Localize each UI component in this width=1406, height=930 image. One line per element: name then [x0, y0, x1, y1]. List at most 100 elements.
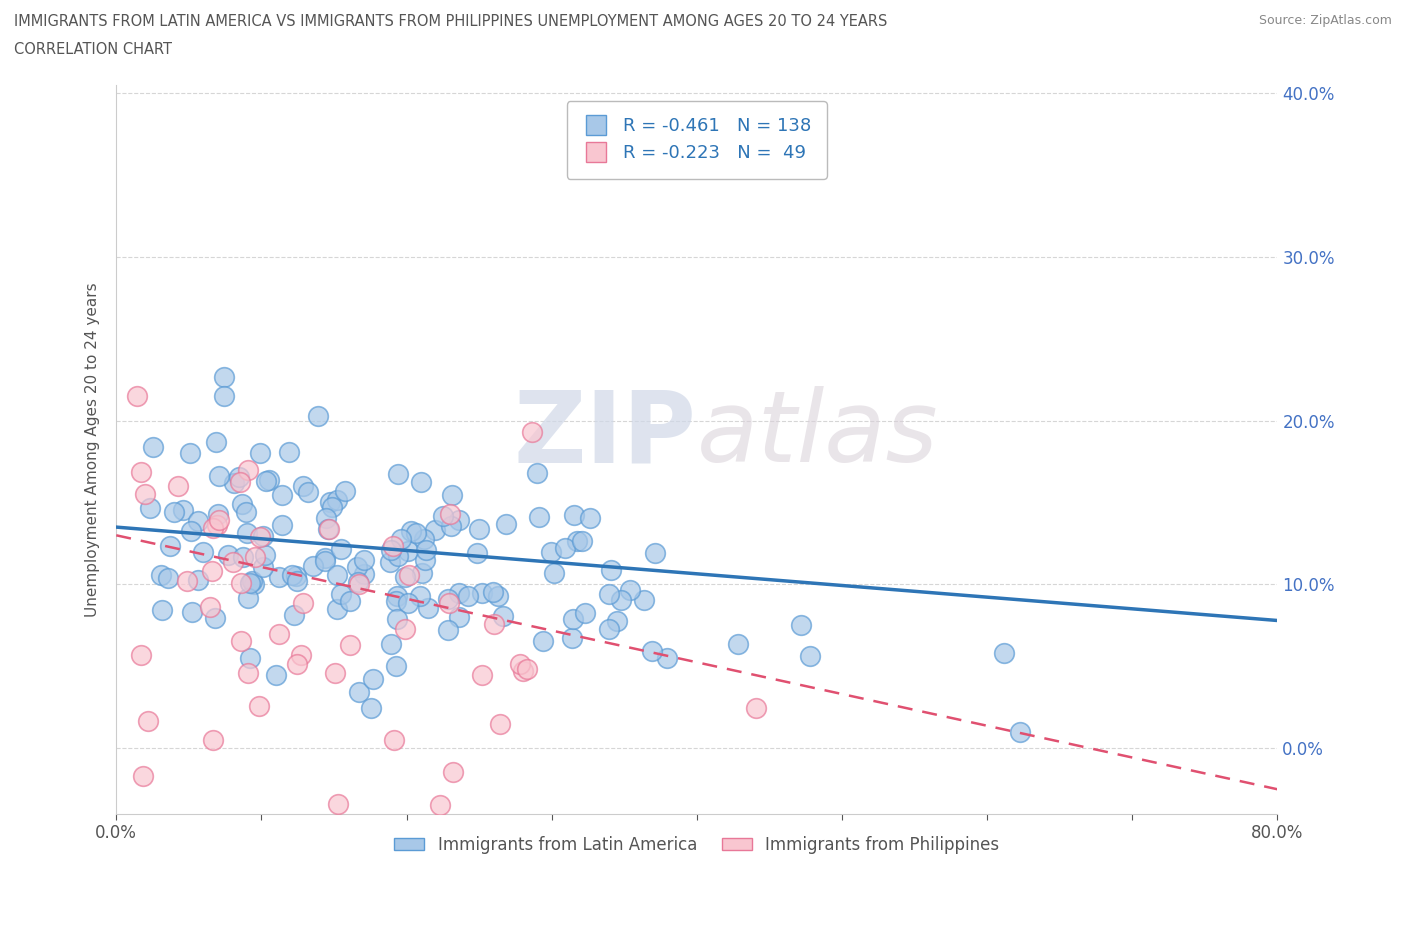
Point: [236, 666, 259, 681]
Point: [394, 570, 416, 585]
Point: [457, 589, 479, 604]
Text: atlas: atlas: [697, 386, 938, 484]
Point: [409, 589, 432, 604]
Point: [187, 572, 209, 587]
Point: [319, 495, 342, 510]
Point: [277, 445, 299, 459]
Point: [488, 717, 510, 732]
Point: [437, 591, 460, 606]
Point: [136, 713, 159, 728]
Point: [283, 607, 305, 622]
Point: [284, 569, 307, 584]
Point: [512, 664, 534, 679]
Point: [609, 593, 631, 608]
Point: [321, 499, 343, 514]
Point: [131, 648, 153, 663]
Text: CORRELATION CHART: CORRELATION CHART: [14, 42, 172, 57]
Point: [231, 497, 253, 512]
Point: [201, 564, 224, 578]
Point: [411, 566, 433, 581]
Point: [439, 596, 461, 611]
Point: [655, 651, 678, 666]
Point: [214, 369, 236, 384]
Point: [229, 475, 252, 490]
Point: [579, 511, 602, 525]
Point: [396, 544, 419, 559]
Point: [264, 668, 287, 683]
Point: [409, 474, 432, 489]
Point: [207, 507, 229, 522]
Point: [413, 552, 436, 567]
Point: [318, 521, 340, 536]
Text: ZIP: ZIP: [515, 386, 697, 484]
Point: [398, 567, 420, 582]
Point: [214, 389, 236, 404]
Point: [254, 473, 277, 488]
Point: [252, 529, 274, 544]
Point: [378, 555, 401, 570]
Point: [301, 559, 323, 574]
Point: [353, 552, 375, 567]
Point: [467, 522, 489, 537]
Point: [360, 700, 382, 715]
Point: [641, 644, 664, 658]
Point: [172, 503, 194, 518]
Point: [142, 440, 165, 455]
Point: [290, 647, 312, 662]
Point: [482, 584, 505, 599]
Point: [267, 569, 290, 584]
Point: [441, 487, 464, 502]
Point: [353, 567, 375, 582]
Point: [159, 538, 181, 553]
Point: [385, 593, 408, 608]
Point: [314, 551, 336, 565]
Point: [484, 617, 506, 631]
Point: [384, 659, 406, 674]
Point: [314, 554, 336, 569]
Point: [382, 828, 405, 843]
Point: [291, 479, 314, 494]
Point: [471, 585, 494, 600]
Point: [389, 532, 412, 547]
Point: [619, 582, 641, 597]
Point: [252, 560, 274, 575]
Point: [439, 506, 461, 521]
Point: [526, 465, 548, 480]
Point: [380, 543, 402, 558]
Point: [243, 577, 266, 591]
Point: [239, 651, 262, 666]
Point: [239, 576, 262, 591]
Point: [520, 424, 543, 439]
Point: [150, 567, 173, 582]
Point: [326, 493, 349, 508]
Point: [543, 566, 565, 581]
Point: [790, 618, 813, 632]
Point: [204, 610, 226, 625]
Point: [432, 508, 454, 523]
Point: [236, 591, 259, 605]
Point: [307, 408, 329, 423]
Point: [187, 513, 209, 528]
Point: [443, 764, 465, 779]
Point: [201, 521, 224, 536]
Point: [361, 671, 384, 686]
Point: [799, 648, 821, 663]
Point: [382, 732, 405, 747]
Point: [325, 666, 347, 681]
Point: [229, 576, 252, 591]
Point: [598, 621, 620, 636]
Point: [405, 525, 427, 540]
Point: [387, 612, 409, 627]
Point: [540, 544, 562, 559]
Point: [208, 469, 231, 484]
Point: [228, 470, 250, 485]
Point: [167, 479, 190, 494]
Point: [270, 517, 292, 532]
Point: [316, 522, 339, 537]
Point: [204, 434, 226, 449]
Text: IMMIGRANTS FROM LATIN AMERICA VS IMMIGRANTS FROM PHILIPPINES UNEMPLOYMENT AMONG : IMMIGRANTS FROM LATIN AMERICA VS IMMIGRA…: [14, 14, 887, 29]
Text: Source: ZipAtlas.com: Source: ZipAtlas.com: [1258, 14, 1392, 27]
Point: [129, 465, 152, 480]
Point: [347, 685, 370, 700]
Point: [429, 797, 451, 812]
